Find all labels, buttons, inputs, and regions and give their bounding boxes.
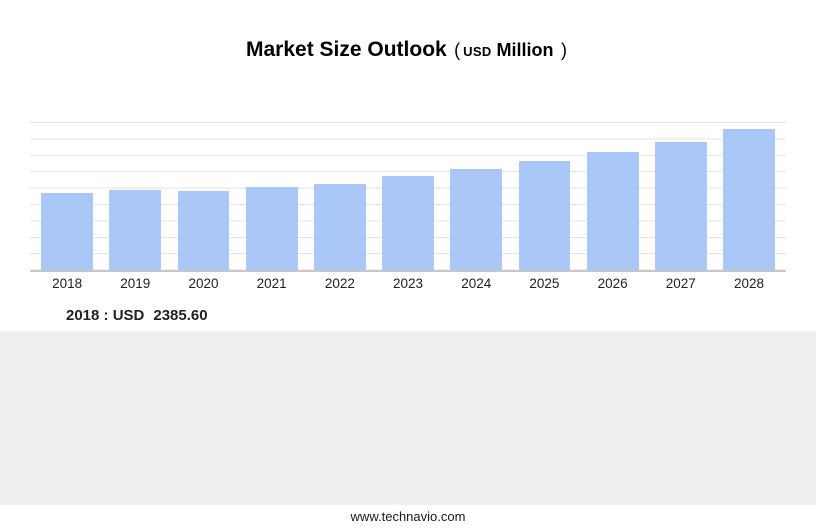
bar-slot	[579, 122, 647, 270]
x-axis-label: 2020	[188, 276, 219, 291]
x-axis-label: 2018	[52, 276, 83, 291]
bar	[245, 187, 298, 270]
bar-slot	[238, 122, 306, 270]
title-currency: USD	[463, 44, 492, 59]
x-axis-label: 2023	[393, 276, 424, 291]
bar-slot	[101, 122, 169, 270]
bars	[30, 122, 786, 270]
x-axis-label: 2025	[529, 276, 560, 291]
bar	[177, 191, 230, 270]
bar-slot	[33, 122, 101, 270]
x-axis-labels: 2018 2019 2020 2021 2022 2023 2024 2025 2026 2027…	[30, 276, 786, 291]
bar	[382, 176, 434, 270]
bar	[586, 152, 639, 270]
bar-slot	[715, 122, 783, 270]
bar	[450, 169, 503, 270]
bar-slot	[647, 122, 715, 270]
bar-slot	[510, 122, 578, 270]
bar-slot	[169, 122, 237, 270]
stats-panel: 7.67% 2024 Year-over-Year ACCELERATING G…	[0, 331, 816, 505]
x-axis-label: 2028	[733, 276, 764, 291]
base-year-value: 2385.60	[153, 307, 208, 324]
bar-slot	[442, 122, 510, 270]
x-axis-label: 2022	[324, 276, 355, 291]
title-paren-open: (	[454, 40, 461, 60]
x-axis-label: 2026	[597, 276, 628, 291]
bar	[109, 190, 162, 270]
x-axis-label: 2027	[665, 276, 696, 291]
bar	[313, 183, 366, 270]
title-text: Market Size Outlook	[246, 38, 447, 61]
x-axis-label: 2024	[461, 276, 492, 291]
bar	[518, 161, 571, 270]
x-axis-label: 2021	[256, 276, 287, 291]
base-year-label: 2018 : USD	[66, 307, 145, 324]
bar	[41, 193, 93, 270]
bar	[723, 129, 775, 270]
x-axis-label: 2019	[120, 276, 151, 291]
bar-slot	[306, 122, 374, 270]
title-unit: Million	[496, 40, 554, 60]
page-title: Market Size Outlook (USD Million )	[0, 38, 816, 62]
bar-slot	[374, 122, 442, 270]
title-paren-close: )	[560, 40, 567, 60]
bar	[654, 141, 707, 270]
base-year-note: 2018 : USD 2385.60	[66, 307, 208, 324]
bar-chart-plot-area	[30, 122, 786, 272]
website-url: www.technavio.com	[350, 509, 466, 524]
